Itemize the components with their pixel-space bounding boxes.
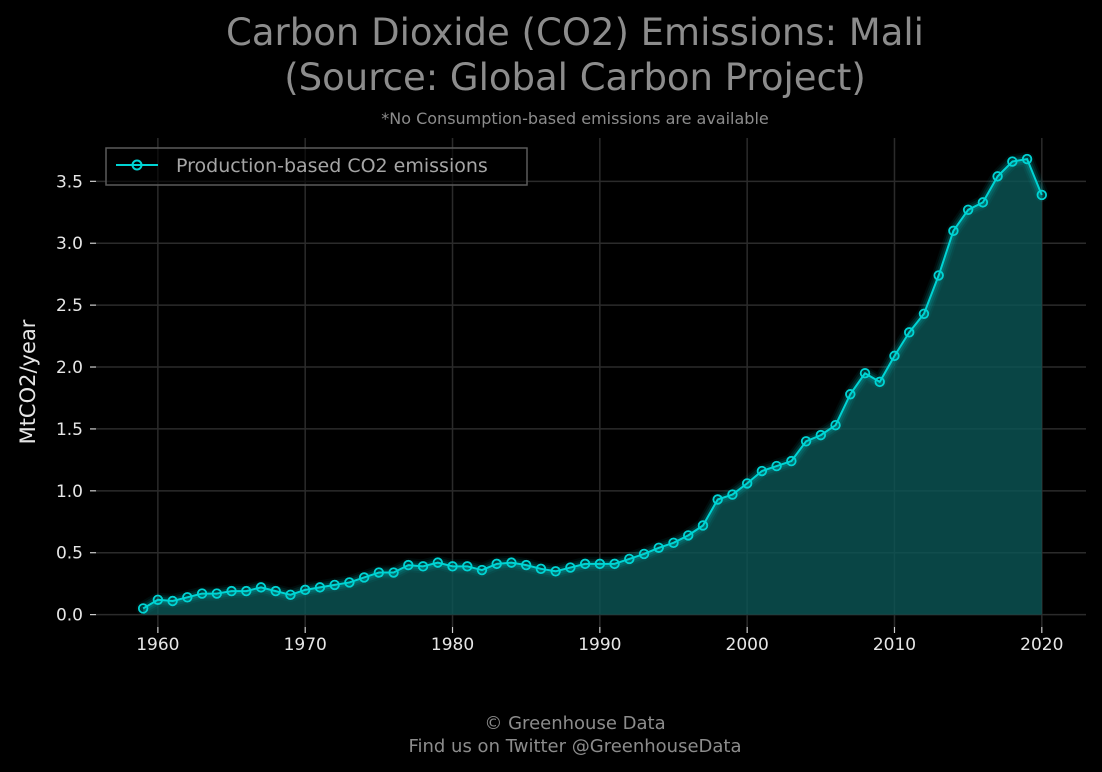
data-point bbox=[697, 520, 709, 531]
data-point bbox=[182, 592, 193, 603]
y-tick-label: 0.0 bbox=[56, 606, 83, 626]
data-point bbox=[506, 557, 517, 568]
data-point bbox=[1021, 153, 1033, 165]
data-point bbox=[358, 572, 370, 583]
y-tick-label: 3.5 bbox=[56, 172, 83, 192]
legend-marker-sample bbox=[131, 159, 143, 171]
data-point bbox=[948, 225, 959, 237]
data-point bbox=[491, 558, 502, 570]
data-point bbox=[845, 389, 856, 400]
data-point bbox=[594, 558, 606, 570]
data-point bbox=[992, 171, 1003, 182]
chart-title-line-1: Carbon Dioxide (CO2) Emissions: Mali bbox=[226, 11, 924, 54]
y-axis-label: MtCO2/year bbox=[16, 319, 40, 444]
x-tick-label: 1980 bbox=[431, 635, 474, 655]
chart-subtitle: *No Consumption-based emissions are avai… bbox=[381, 109, 769, 128]
x-axis-ticks: 1960 1970 1980 1990 2000 2010 2020 bbox=[136, 627, 1063, 655]
data-point bbox=[624, 553, 635, 565]
data-point bbox=[771, 460, 782, 472]
data-point bbox=[933, 270, 944, 281]
data-point bbox=[741, 478, 753, 489]
data-point bbox=[830, 420, 841, 431]
data-point bbox=[786, 455, 797, 467]
y-tick-label: 3.0 bbox=[56, 234, 83, 254]
data-point bbox=[152, 594, 164, 605]
series-markers-layer bbox=[137, 153, 1048, 614]
data-point bbox=[962, 204, 974, 216]
data-point bbox=[299, 584, 311, 596]
x-tick-label: 1960 bbox=[136, 635, 179, 655]
data-point bbox=[712, 494, 723, 505]
data-point bbox=[977, 197, 989, 208]
data-point bbox=[137, 603, 149, 614]
data-point bbox=[668, 537, 679, 549]
data-point bbox=[241, 585, 252, 597]
data-point bbox=[432, 557, 443, 568]
data-point bbox=[800, 436, 812, 447]
data-point bbox=[196, 588, 208, 599]
legend-label: Production-based CO2 emissions bbox=[176, 155, 488, 177]
data-point bbox=[874, 376, 885, 388]
x-tick-label: 2010 bbox=[873, 635, 916, 655]
data-point bbox=[1036, 189, 1048, 201]
y-tick-label: 2.5 bbox=[56, 296, 83, 316]
data-point bbox=[859, 368, 871, 379]
x-tick-label: 2020 bbox=[1020, 635, 1063, 655]
footer-twitter: Find us on Twitter @GreenhouseData bbox=[408, 736, 741, 757]
data-point bbox=[314, 582, 326, 593]
data-point bbox=[904, 327, 915, 338]
y-tick-label: 1.5 bbox=[56, 420, 83, 440]
data-point bbox=[403, 559, 414, 571]
y-tick-label: 2.0 bbox=[56, 358, 83, 378]
x-tick-label: 2000 bbox=[726, 635, 769, 655]
data-point bbox=[638, 548, 650, 560]
data-point bbox=[579, 558, 591, 570]
data-point bbox=[550, 566, 561, 577]
data-point bbox=[1007, 156, 1018, 167]
data-point bbox=[373, 567, 385, 578]
data-point bbox=[211, 588, 223, 599]
data-point bbox=[815, 429, 827, 441]
data-point bbox=[918, 308, 930, 319]
y-tick-label: 1.0 bbox=[56, 482, 83, 502]
data-point bbox=[285, 589, 296, 601]
data-point bbox=[565, 562, 576, 573]
data-point bbox=[447, 561, 458, 572]
data-point bbox=[270, 585, 281, 597]
x-tick-label: 1990 bbox=[578, 635, 621, 655]
legend-box bbox=[105, 147, 528, 186]
data-point bbox=[889, 350, 900, 362]
y-axis-ticks: 0.0 0.5 1.0 1.5 2.0 2.5 3.0 3.5 bbox=[56, 172, 96, 626]
data-point bbox=[727, 489, 738, 500]
data-point bbox=[329, 579, 340, 591]
data-point bbox=[756, 465, 768, 477]
data-point bbox=[344, 577, 355, 588]
data-point bbox=[462, 561, 473, 572]
data-point bbox=[609, 558, 620, 570]
data-point bbox=[255, 582, 267, 593]
data-point bbox=[535, 563, 547, 575]
data-point bbox=[226, 585, 237, 597]
data-point bbox=[167, 595, 178, 607]
data-point bbox=[388, 567, 399, 578]
chart-title-line-2: (Source: Global Carbon Project) bbox=[284, 56, 866, 99]
data-point bbox=[653, 542, 664, 553]
footer-copyright: © Greenhouse Data bbox=[484, 713, 665, 734]
series-area-fill bbox=[143, 159, 1042, 615]
y-tick-label: 0.5 bbox=[56, 544, 83, 564]
data-point bbox=[683, 530, 694, 541]
series-area-layer bbox=[143, 159, 1042, 615]
x-tick-label: 1970 bbox=[284, 635, 327, 655]
data-point bbox=[417, 561, 429, 572]
data-point bbox=[520, 559, 532, 571]
data-point bbox=[476, 564, 488, 576]
legend: Production-based CO2 emissions bbox=[105, 147, 528, 186]
